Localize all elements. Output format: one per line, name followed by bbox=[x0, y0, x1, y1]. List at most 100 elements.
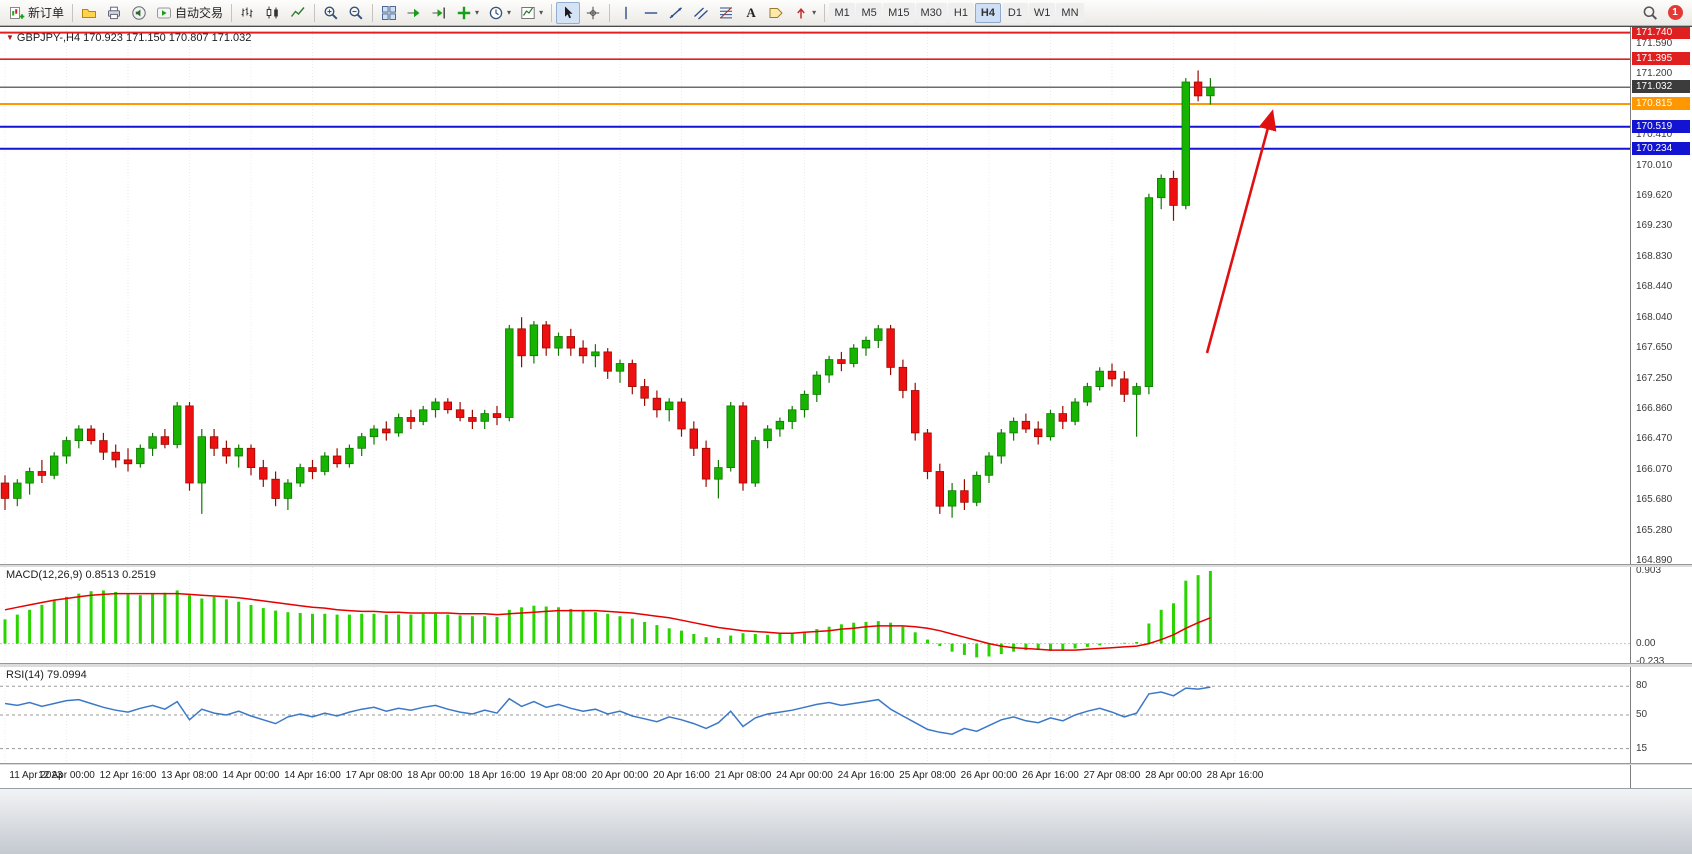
autotrading-label: 自动交易 bbox=[175, 6, 224, 20]
zoom-out-button[interactable] bbox=[344, 2, 368, 24]
candle-body bbox=[1157, 177, 1166, 199]
timeframe-button-MN[interactable]: MN bbox=[1056, 2, 1084, 23]
horizontal-line-button[interactable] bbox=[639, 2, 663, 24]
price-axis-label: 167.250 bbox=[1636, 372, 1673, 384]
candle-body bbox=[0, 482, 10, 499]
chart-profile-button[interactable] bbox=[77, 2, 101, 24]
new-order-label: 新订单 bbox=[28, 6, 65, 20]
candle-body bbox=[418, 409, 428, 422]
price-line-badge-171.740[interactable]: 171.740 bbox=[1632, 27, 1690, 39]
indicators-button[interactable]: ▾ bbox=[452, 2, 483, 24]
bottom-panel bbox=[0, 788, 1692, 854]
candle-body bbox=[1169, 177, 1178, 206]
fibonacci-icon bbox=[720, 6, 733, 18]
toolbar-separator bbox=[609, 3, 611, 22]
timeframe-button-M1[interactable]: M1 bbox=[829, 2, 856, 23]
candle-body bbox=[923, 432, 932, 472]
rsi-indicator-label: RSI(14) 79.0994 bbox=[6, 669, 87, 681]
bar-chart-button[interactable] bbox=[236, 2, 260, 24]
text-label-button[interactable] bbox=[764, 2, 788, 24]
candle-body bbox=[1132, 386, 1141, 395]
tile-windows-icon bbox=[382, 5, 397, 20]
auto-scroll-button[interactable] bbox=[402, 2, 426, 24]
candle-body bbox=[911, 390, 920, 434]
price-axis-label: 169.230 bbox=[1636, 220, 1673, 232]
arrows-button[interactable]: ▾ bbox=[789, 2, 820, 24]
time-axis-label: 26 Apr 16:00 bbox=[1022, 770, 1079, 781]
periods-button[interactable]: ▾ bbox=[484, 2, 515, 24]
timeframe-button-D1[interactable]: D1 bbox=[1001, 2, 1028, 23]
notifications-button[interactable]: 1 bbox=[1663, 2, 1687, 24]
channel-button[interactable] bbox=[689, 2, 713, 24]
tile-windows-button[interactable] bbox=[377, 2, 401, 24]
candle-body bbox=[947, 490, 957, 507]
macd-axis-label: 0.00 bbox=[1636, 637, 1656, 649]
candle-body bbox=[566, 336, 575, 349]
candle-body bbox=[886, 328, 895, 368]
zoom-in-icon bbox=[324, 5, 338, 20]
print-button[interactable] bbox=[102, 2, 126, 24]
price-line-badge-170.519[interactable]: 170.519 bbox=[1632, 119, 1690, 133]
macd-panel-svg[interactable] bbox=[0, 567, 1630, 663]
candle-body bbox=[62, 440, 71, 457]
price-line-badge-171.032[interactable]: 171.032 bbox=[1632, 80, 1690, 94]
timeframe-button-M5[interactable]: M5 bbox=[856, 2, 883, 23]
candle-body bbox=[677, 401, 686, 430]
clock-icon bbox=[489, 6, 503, 19]
rsi-panel-svg[interactable] bbox=[0, 667, 1630, 763]
search-button[interactable] bbox=[1638, 2, 1662, 24]
zoom-in-button[interactable] bbox=[319, 2, 343, 24]
trendline-button[interactable] bbox=[664, 2, 688, 24]
toolbar-separator bbox=[72, 3, 74, 22]
timeframe-button-H4[interactable]: H4 bbox=[974, 2, 1001, 23]
autotrading-button[interactable]: 自动交易 bbox=[152, 2, 227, 24]
candle-body bbox=[185, 405, 194, 484]
horizontal-line-icon bbox=[644, 11, 658, 14]
candlestick-chart-button[interactable] bbox=[261, 2, 285, 24]
toolbar-separator bbox=[551, 3, 553, 22]
price-chart-svg[interactable] bbox=[0, 28, 1630, 564]
price-line-badge-170.815[interactable]: 170.815 bbox=[1632, 96, 1690, 110]
candle-body bbox=[615, 363, 625, 372]
candle-body bbox=[529, 324, 539, 357]
macd-indicator-label: MACD(12,26,9) 0.8513 0.2519 bbox=[6, 569, 156, 581]
zoom-out-icon bbox=[349, 5, 363, 20]
macd-axis-label: 0.903 bbox=[1636, 564, 1662, 576]
candle-body bbox=[382, 428, 391, 434]
crosshair-button[interactable] bbox=[581, 2, 605, 24]
candle-body bbox=[689, 428, 698, 449]
time-axis-label: 11 Apr 2023 bbox=[9, 770, 63, 781]
panel-splitter[interactable] bbox=[0, 564, 1692, 567]
chart-shift-button[interactable] bbox=[427, 2, 451, 24]
templates-button[interactable]: ▾ bbox=[516, 2, 547, 24]
candle-body bbox=[837, 359, 846, 364]
candle-body bbox=[972, 474, 981, 503]
price-axis[interactable]: 171.590 171.200 170.410 170.010 169.620 169.2… bbox=[1630, 27, 1692, 788]
cursor-button[interactable] bbox=[556, 1, 581, 24]
price-line-badge-170.234[interactable]: 170.234 bbox=[1632, 141, 1690, 155]
panel-splitter bbox=[0, 763, 1692, 765]
news-sound-button[interactable] bbox=[127, 2, 151, 24]
price-axis-label: 168.040 bbox=[1636, 311, 1673, 323]
rsi-axis-label: 15 bbox=[1636, 742, 1648, 754]
vertical-line-button[interactable] bbox=[614, 2, 638, 24]
fibonacci-button[interactable] bbox=[714, 2, 738, 24]
time-axis[interactable]: 11 Apr 2023 12 Apr 00:00 12 Apr 16:00 13 Ap… bbox=[0, 765, 1630, 788]
candle-body bbox=[86, 428, 96, 442]
panel-splitter[interactable] bbox=[0, 663, 1692, 667]
template-chart-icon bbox=[521, 6, 535, 19]
timeframe-button-M30[interactable]: M30 bbox=[915, 2, 947, 23]
candle-body bbox=[1107, 370, 1117, 380]
new-order-button[interactable]: 新订单 bbox=[5, 2, 68, 24]
line-chart-button[interactable] bbox=[286, 2, 310, 24]
candle-body bbox=[849, 347, 858, 364]
price-line-badge-171.395[interactable]: 171.395 bbox=[1632, 52, 1690, 66]
text-button[interactable]: A bbox=[739, 2, 763, 24]
chart-area: ▼ GBPJPY-,H4 170.923 171.150 170.807 171.… bbox=[0, 26, 1692, 788]
candle-body bbox=[960, 490, 969, 503]
timeframe-button-M15[interactable]: M15 bbox=[883, 2, 915, 23]
timeframe-button-H1[interactable]: H1 bbox=[947, 2, 974, 23]
timeframe-button-W1[interactable]: W1 bbox=[1028, 2, 1056, 23]
trend-arrow-annotation[interactable] bbox=[1205, 109, 1277, 354]
